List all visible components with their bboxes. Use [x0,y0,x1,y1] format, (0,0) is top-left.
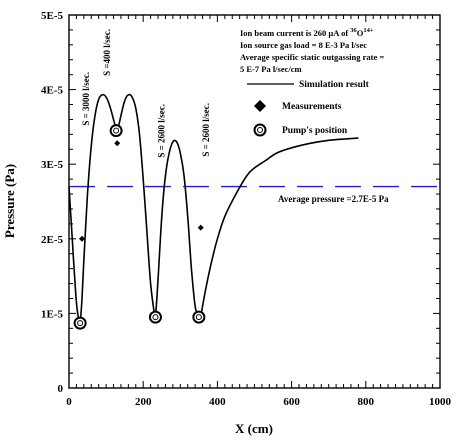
pump-position-marker-inner [195,314,202,321]
pump-speed-label: S =400 l/sec. [102,29,112,76]
y-tick-label: 3E-5 [41,159,64,171]
annotation-line-2: Ion source gas load = 8 E-3 Pa l/sec [240,40,367,50]
pump-position-marker-inner [113,127,120,134]
y-tick-label: 1E-5 [41,308,64,320]
pump-speed-labels: S = 3000 l/sec. S =400 l/sec. S = 2600 l/s… [81,29,211,158]
x-tick-label: 400 [209,396,226,408]
legend: Simulation result Measurements Pump's po… [247,80,370,137]
pump-speed-label: S = 2600 l/sec. [156,104,166,158]
y-tick-label: 2E-5 [41,234,64,246]
measurement-points [78,140,204,242]
average-pressure-label: Average pressure =2.7E-5 Pa [278,194,389,204]
annotation-line-1-sup2: 14+ [363,27,374,34]
annotation-line-1-sup1: 36 [350,27,357,34]
y-axis-title: Pressure (Pa) [2,164,17,238]
x-tick-label: 1000 [429,396,452,408]
legend-circle-marker-inner [257,127,263,133]
y-tick-label: 0 [58,383,64,395]
legend-label-pumps: Pump's position [282,126,348,136]
x-tick-label: 0 [66,396,72,408]
y-tick-label: 5E-5 [41,10,64,22]
pump-position-marker [109,124,123,138]
measurement-point [197,224,204,231]
annotation-line-1-prefix: Ion beam current is 260 µA of [240,28,350,38]
measurement-point [114,140,121,147]
x-tick-label: 800 [358,396,375,408]
x-tick-label: 600 [283,396,300,408]
pump-markers [73,124,206,330]
pump-position-marker-inner [152,314,159,321]
x-tick-label: 200 [135,396,152,408]
measurement-point [78,235,85,242]
y-tick-label: 4E-5 [41,85,64,97]
y-axis-ticks: 0 1E-5 2E-5 3E-5 4E-5 5E-5 [41,10,440,395]
pump-position-marker [148,310,162,324]
pump-position-marker [192,310,206,324]
annotation-line-1: Ion beam current is 260 µA of 36O14+ [240,27,374,38]
annotation-line-4: 5 E-7 Pa l/sec/cm [240,64,302,74]
legend-label-measurements: Measurements [282,102,342,112]
pump-speed-label: S = 2600 l/sec. [201,103,211,157]
pump-speed-label: S = 3000 l/sec. [81,72,91,126]
legend-diamond-marker [254,100,266,112]
plot-area: 0 200 400 600 800 1000 01E-52E-53E-54E-55E-5 … [41,10,452,408]
pump-position-marker-inner [77,320,84,327]
x-axis-ticks: 0 200 400 600 800 1000 [66,15,452,408]
legend-circle-marker [253,123,267,137]
legend-label-simulation: Simulation result [299,80,370,90]
x-axis-title: X (cm) [235,421,273,436]
pump-position-marker [73,316,87,330]
annotation-block: Ion beam current is 260 µA of 36O14+ Ion… [240,27,384,74]
annotation-line-3: Average specific static outgassing rate … [240,52,384,62]
annotation-line-1-mid: O [357,28,364,38]
